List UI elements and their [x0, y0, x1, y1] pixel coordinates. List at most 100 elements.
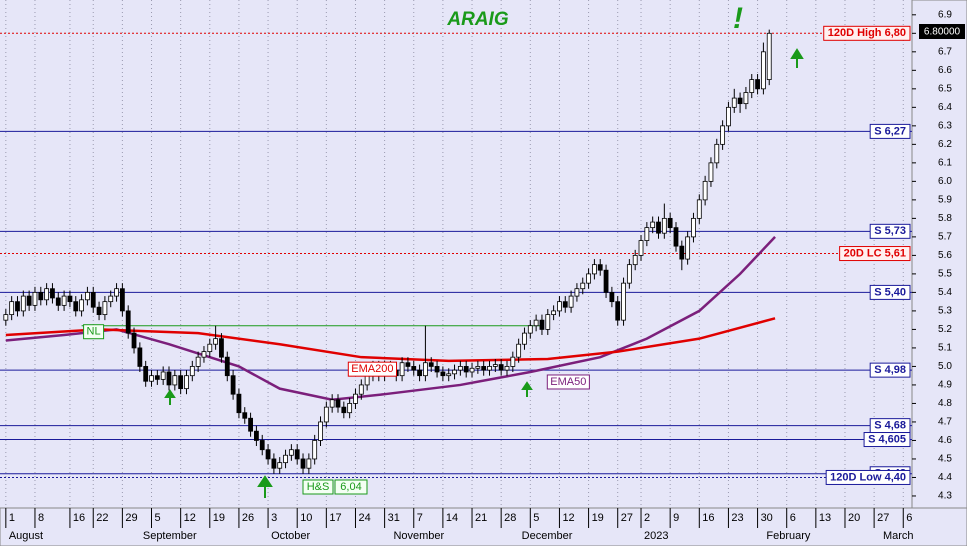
candle-body [15, 301, 20, 312]
arrow [790, 48, 804, 68]
candle-body [726, 106, 731, 127]
candle-body [323, 406, 329, 423]
level-label: 120D High 6,80 [828, 27, 906, 39]
neckline-box [83, 324, 105, 340]
x-tick-label: 29 [125, 512, 137, 524]
candle-body [306, 458, 312, 469]
candle-body [737, 97, 743, 105]
candle-body [271, 458, 277, 469]
level-box [823, 25, 911, 41]
candle-body [265, 449, 271, 460]
y-tick-label: 6.0 [938, 176, 952, 187]
x-tick-label: 8 [38, 512, 44, 524]
candle-body [487, 366, 492, 371]
ema-box [546, 374, 590, 390]
candle-body [720, 125, 726, 145]
candle-body [399, 362, 405, 377]
price-box [919, 24, 965, 39]
ema-line [5, 317, 776, 363]
candle-body [230, 375, 236, 395]
x-tick-label: 27 [877, 512, 889, 524]
candle-body [667, 217, 673, 229]
candle-body [254, 430, 259, 441]
x-axis-area [0, 507, 967, 546]
candle-body [44, 288, 50, 301]
candle-body [108, 295, 114, 303]
month-label: December [522, 530, 573, 542]
x-tick-label: 16 [702, 512, 714, 524]
candle-body [300, 458, 306, 469]
candle-body [446, 373, 452, 377]
candle-body [236, 393, 242, 414]
candle-body [452, 369, 457, 375]
y-tick-label: 6.1 [938, 157, 952, 168]
candle-body [85, 292, 90, 301]
month-label: February [766, 530, 811, 542]
y-tick-label: 5.9 [938, 195, 952, 206]
y-tick-label: 4.6 [938, 435, 952, 446]
candle-body [702, 180, 708, 201]
candle-body [522, 332, 527, 345]
candle-body [603, 269, 609, 293]
month-label: September [143, 530, 197, 542]
y-tick-label: 5.6 [938, 250, 952, 261]
candle-body [341, 406, 347, 414]
y-tick-label: 5.3 [938, 306, 952, 317]
y-tick-label: 5.7 [938, 232, 952, 243]
x-tick-label: 17 [329, 512, 341, 524]
candle-body [189, 366, 195, 377]
candle-body [283, 454, 288, 464]
x-tick-label: 6 [790, 512, 796, 524]
candle-body [213, 338, 219, 345]
candle-body [137, 347, 143, 367]
candle-body [673, 227, 679, 247]
pattern-label: H&S [307, 481, 330, 493]
candle-body [160, 371, 166, 380]
x-tick-label: 28 [504, 512, 516, 524]
level-label: S 6,27 [874, 125, 906, 137]
candle-body [166, 371, 172, 386]
candle-body [638, 240, 644, 256]
x-tick-label: 23 [731, 512, 743, 524]
y-tick-label: 6.7 [938, 46, 952, 57]
level-label: S 5,73 [874, 225, 906, 237]
chart-title: ARAIG [446, 9, 508, 30]
y-tick-label: 5.1 [938, 343, 952, 354]
candle-body [329, 399, 335, 408]
x-tick-label: 14 [446, 512, 458, 524]
level-box [869, 123, 911, 139]
x-tick-label: 1 [9, 512, 15, 524]
candle-body [294, 449, 300, 460]
candle-body [749, 79, 755, 93]
y-tick-label: 4.9 [938, 380, 952, 391]
candle-body [481, 366, 487, 371]
y-tick-label: 4.4 [938, 472, 952, 483]
x-tick-label: 6 [906, 512, 912, 524]
candle-body [440, 371, 446, 377]
candle-body [650, 221, 656, 229]
candle-body [551, 310, 557, 316]
arrow [521, 381, 533, 397]
x-tick-label: 7 [417, 512, 423, 524]
candle-body [61, 295, 67, 306]
target-box [334, 479, 368, 495]
level-label: 120D Low 4,40 [830, 471, 906, 483]
x-tick-label: 30 [761, 512, 773, 524]
candle-body [195, 356, 201, 367]
x-tick-label: 27 [621, 512, 633, 524]
x-tick-label: 24 [358, 512, 370, 524]
candle-body [469, 367, 475, 373]
price-label: 6.80000 [924, 27, 961, 38]
level-box [869, 362, 911, 378]
x-tick-label: 20 [848, 512, 860, 524]
x-tick-label: 13 [819, 512, 831, 524]
candle-body [557, 301, 562, 312]
y-tick-label: 6.2 [938, 139, 952, 150]
candle-body [114, 288, 119, 297]
candle-body [3, 314, 9, 321]
ema-label: EMA200 [351, 363, 393, 375]
y-tick-label: 4.5 [938, 454, 952, 465]
level-label: S 4,68 [874, 420, 906, 432]
candle-body [457, 366, 463, 371]
y-tick-label: 4.8 [938, 398, 952, 409]
